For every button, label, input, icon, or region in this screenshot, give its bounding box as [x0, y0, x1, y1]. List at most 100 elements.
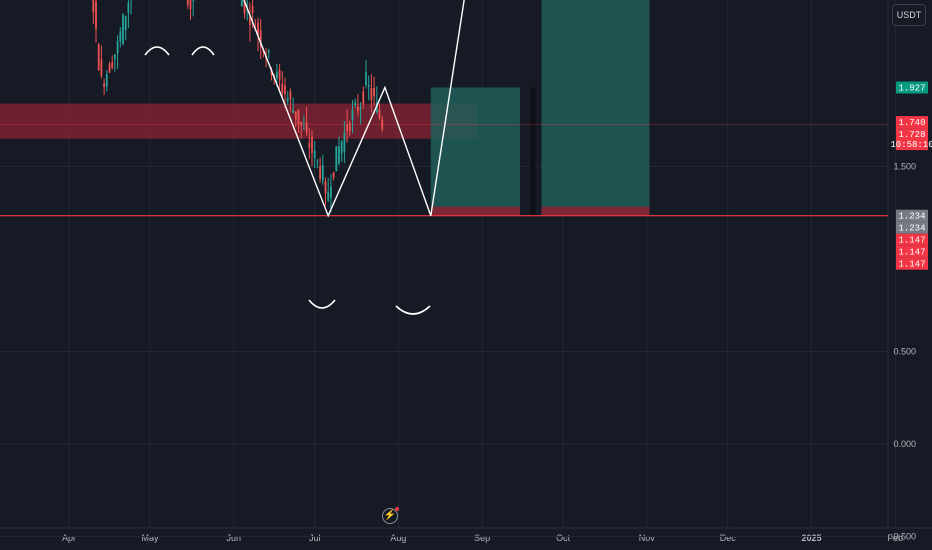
candle-body	[294, 111, 297, 120]
lightning-icon[interactable]: ⚡	[382, 507, 399, 524]
target-stop-zone	[541, 206, 650, 216]
x-tick-label: Nov	[639, 533, 656, 543]
x-tick-label: May	[141, 533, 159, 543]
x-tick-label: Jul	[309, 533, 321, 543]
candle-body	[316, 160, 319, 162]
x-tick-label: Oct	[556, 533, 571, 543]
candle-body	[319, 166, 321, 179]
candle-body	[335, 146, 338, 172]
price-badge-label: 1.234	[898, 212, 925, 222]
candle-body	[346, 124, 348, 132]
candle-body	[92, 0, 95, 13]
candle-body	[267, 50, 270, 53]
candle-body	[378, 109, 381, 118]
candle-body	[276, 71, 278, 79]
candle-body	[327, 191, 330, 201]
candle-body	[95, 1, 97, 29]
box-separator	[530, 87, 536, 216]
target-box	[541, 0, 650, 216]
candle-body	[321, 165, 324, 181]
candle-body	[370, 88, 373, 101]
price-badge	[896, 116, 928, 129]
price-badge-label: 1.147	[898, 248, 925, 258]
candle-body	[114, 54, 116, 60]
candle-body	[357, 107, 359, 111]
candle-body	[300, 121, 303, 126]
candle-body	[373, 88, 375, 97]
x-tick-label: Aug	[390, 533, 406, 543]
price-badge	[896, 245, 928, 258]
bottom-arc-annotation	[308, 299, 336, 309]
currency-selector[interactable]: USDT	[892, 4, 926, 26]
price-badge	[896, 257, 928, 270]
candle-body	[313, 150, 316, 159]
candle-body	[324, 181, 327, 194]
candle-body	[330, 186, 332, 198]
candle-body	[343, 132, 346, 152]
candle-body	[297, 109, 300, 125]
candle-body	[292, 110, 294, 113]
candle-body	[240, 0, 243, 7]
candle-body	[278, 69, 281, 80]
candle-body	[311, 136, 313, 153]
candle-body	[111, 61, 114, 68]
candle-body	[305, 122, 308, 133]
candle-body	[119, 31, 122, 42]
candle-body	[359, 107, 362, 109]
y-tick-label: 1.500	[893, 162, 916, 172]
candle-body	[122, 14, 124, 45]
y-tick-label: -0.500	[890, 532, 916, 542]
candle-body	[257, 22, 259, 36]
x-tick-label: Apr	[62, 533, 76, 543]
candle-body	[348, 122, 351, 132]
top-arc-annotation	[144, 46, 170, 56]
candle-body	[243, 0, 246, 14]
candle-body	[284, 85, 286, 95]
candle-body	[281, 84, 284, 94]
projection-stop-zone	[430, 206, 520, 216]
candle-body	[116, 40, 119, 54]
candle-body	[362, 91, 365, 104]
candle-body	[259, 30, 262, 48]
candle-body	[365, 72, 367, 86]
candle-body	[289, 91, 292, 100]
price-badge-label: 1.147	[898, 260, 925, 270]
candle-body	[186, 0, 189, 5]
candle-body	[249, 16, 251, 25]
candle-body	[97, 44, 100, 71]
price-badge-label: 1.740	[898, 118, 925, 128]
price-badge	[896, 209, 928, 222]
y-tick-label: 0.000	[893, 439, 916, 449]
candle-body	[286, 98, 289, 102]
x-tick-label: Feb	[887, 533, 903, 543]
candle-body	[303, 128, 305, 130]
candle-body	[189, 0, 192, 10]
candle-body	[332, 172, 335, 178]
y-tick-label: 0.500	[893, 347, 916, 357]
candle-body	[367, 84, 370, 87]
price-badge	[896, 233, 928, 246]
candle-body	[308, 143, 311, 148]
notification-dot	[395, 507, 399, 511]
x-tick-label: Sep	[474, 533, 490, 543]
bottom-arc-annotation	[395, 305, 431, 315]
candle-body	[105, 74, 108, 87]
price-badge-label: 1.728	[898, 130, 925, 140]
price-badge-label: 1.234	[898, 224, 925, 234]
candle-body	[340, 141, 343, 154]
price-badge-label: 1.927	[898, 84, 925, 94]
candle-body	[246, 5, 249, 7]
candle-body	[251, 6, 254, 13]
candle-body	[338, 146, 340, 164]
price-badge	[896, 221, 928, 234]
double-bottom-pattern-path	[243, 0, 465, 218]
candle-body	[127, 2, 130, 13]
candle-body	[192, 0, 195, 1]
countdown-label: 10:58:10	[890, 140, 932, 150]
candle-body	[124, 15, 127, 31]
top-arc-annotation	[191, 46, 215, 56]
x-tick-label: Jun	[226, 533, 241, 543]
price-badge	[896, 81, 928, 94]
projection-box	[430, 87, 520, 216]
